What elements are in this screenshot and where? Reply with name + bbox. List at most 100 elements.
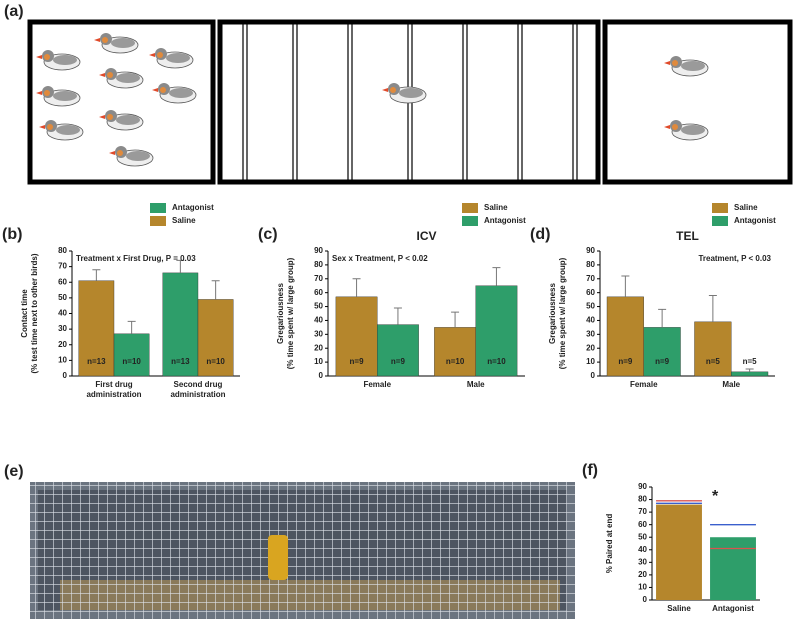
annotation: Treatment, P < 0.03: [698, 254, 771, 263]
birds: [36, 33, 709, 167]
y-tick-label: 70: [58, 262, 67, 271]
bird-beak: [99, 115, 105, 119]
legend-label: Antagonist: [734, 216, 776, 225]
y-tick-label: 60: [586, 288, 595, 297]
bird-cheek: [117, 150, 123, 156]
bar: [162, 272, 199, 377]
legend-label: Antagonist: [484, 216, 526, 225]
legend-swatch: [712, 203, 728, 213]
error-bar: [92, 269, 101, 281]
bird-beak: [382, 88, 388, 92]
photo-mesh: [30, 482, 575, 619]
bird-cheek: [672, 124, 678, 130]
bird-wing: [53, 91, 77, 101]
y-tick-label: 0: [63, 371, 68, 380]
cage: [217, 19, 601, 185]
y-tick-label: 60: [314, 288, 323, 297]
bar: [694, 321, 732, 377]
legend-label: Saline: [172, 216, 196, 225]
y-tick-label: 50: [638, 532, 647, 541]
error-bar: [176, 259, 185, 273]
legend-label: Saline: [734, 203, 758, 212]
n-label: n=10: [206, 357, 225, 366]
bird-wing: [166, 53, 190, 63]
bird-beak: [36, 91, 42, 95]
legend-swatch: [150, 203, 166, 213]
y-tick-label: 80: [638, 495, 647, 504]
y-tick-label: 30: [314, 329, 323, 338]
n-label: n=5: [706, 357, 721, 366]
n-label: n=9: [391, 357, 406, 366]
bird-wing: [53, 55, 77, 65]
y-axis-label: Gregariousness: [548, 282, 557, 343]
bird-beak: [94, 38, 100, 42]
panel-label: (c): [258, 226, 278, 243]
annotation: Sex x Treatment, P < 0.02: [332, 254, 428, 263]
bird-beak: [39, 125, 45, 129]
y-tick-label: 50: [586, 302, 595, 311]
x-tick-foreign: Antagonist: [712, 604, 754, 613]
y-tick-label: 20: [314, 343, 323, 352]
bird-cheek: [107, 72, 113, 78]
bar: [197, 299, 234, 377]
y-tick-label: 90: [586, 246, 595, 255]
error-bar: [451, 311, 460, 328]
bird-beak: [664, 125, 670, 129]
y-tick-label: 20: [638, 570, 647, 579]
bird-cheek: [44, 54, 50, 60]
bird-wing: [56, 125, 80, 135]
bird-cheek: [672, 60, 678, 66]
bar: [710, 537, 756, 600]
panel-label: (e): [4, 463, 24, 480]
y-tick-label: 30: [638, 557, 647, 566]
x-tick-foreign: Female: [629, 380, 658, 389]
error-bar: [127, 320, 136, 334]
bird-beak: [36, 55, 42, 59]
x-tick-label: Female: [629, 380, 658, 389]
bird-wing: [681, 61, 705, 71]
y-tick-label: 0: [591, 371, 596, 380]
bird-cheek: [107, 114, 113, 120]
error-bar: [708, 294, 717, 322]
error-bar: [352, 278, 361, 297]
y-axis-label: (% time spent w/ large group): [286, 257, 295, 369]
bar: [113, 333, 150, 377]
y-tick-label: 10: [586, 357, 595, 366]
y-tick-label: 80: [314, 260, 323, 269]
y-tick-label: 0: [643, 595, 648, 604]
y-tick-label: 40: [638, 545, 647, 554]
bird-beak: [149, 53, 155, 57]
x-tick-label: Antagonist: [712, 604, 754, 613]
legend-label: Antagonist: [172, 203, 214, 212]
y-axis-label: % Paired at end: [605, 514, 614, 574]
y-tick-label: 70: [586, 274, 595, 283]
y-tick-label: 30: [58, 324, 67, 333]
n-label: n=10: [122, 357, 141, 366]
y-tick-label: 10: [314, 357, 323, 366]
bird-beak: [99, 73, 105, 77]
n-label: n=9: [655, 357, 670, 366]
x-tick-label: First drug administration: [86, 380, 142, 399]
x-tick-foreign: Male: [467, 380, 485, 389]
y-tick-label: 40: [586, 316, 595, 325]
panel-label: (b): [2, 226, 22, 243]
y-tick-label: 90: [314, 246, 323, 255]
bird-beak: [664, 61, 670, 65]
bird-cheek: [157, 52, 163, 58]
x-tick-foreign: Second drug administration: [170, 380, 226, 399]
x-tick-label: Second drug administration: [170, 380, 226, 399]
photo-feeder: [268, 535, 288, 580]
panel-label: (d): [530, 226, 550, 243]
n-label: n=13: [87, 357, 106, 366]
bar: [377, 324, 419, 377]
legend-swatch: [712, 216, 728, 226]
legend-swatch: [462, 216, 478, 226]
y-tick-label: 20: [586, 343, 595, 352]
y-tick-label: 80: [586, 260, 595, 269]
x-tick-foreign: Male: [722, 380, 740, 389]
bird-wing: [681, 125, 705, 135]
legend-label: Saline: [484, 203, 508, 212]
x-tick-label: Female: [363, 380, 392, 389]
n-label: n=9: [350, 357, 365, 366]
bird-cheek: [160, 87, 166, 93]
